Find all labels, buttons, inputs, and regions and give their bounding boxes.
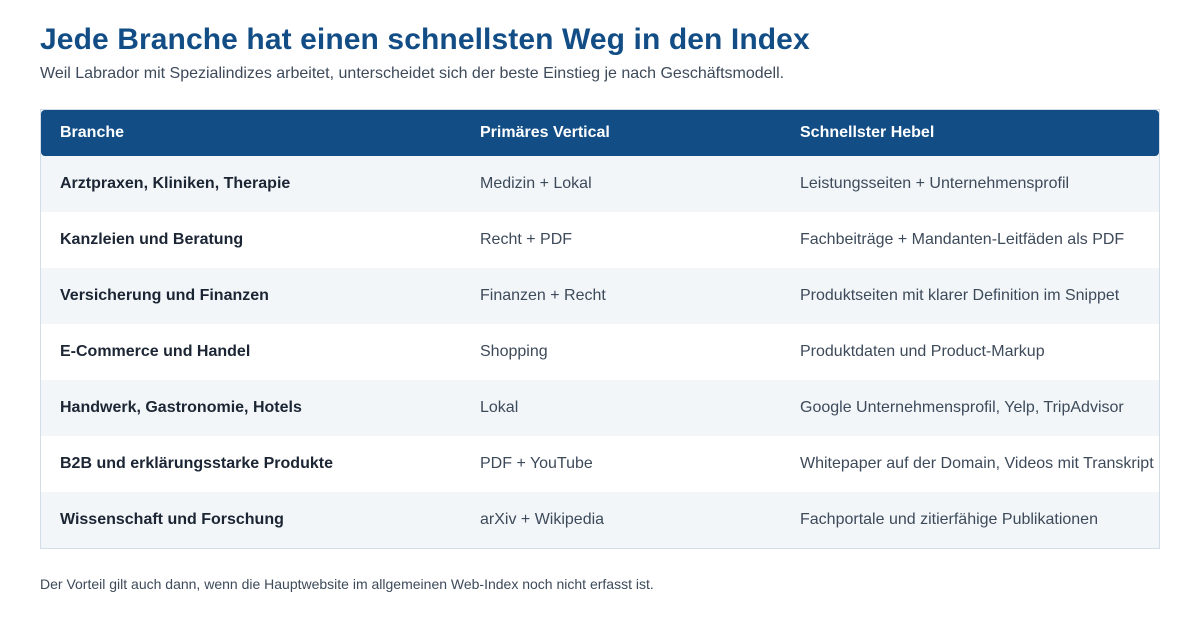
cell-branche: Versicherung und Finanzen (60, 287, 269, 304)
cell-vertical: arXiv + Wikipedia (480, 511, 605, 528)
cell-branche: Wissenschaft und Forschung (60, 511, 284, 528)
cell-vertical: Lokal (480, 399, 519, 416)
table-row: Versicherung und Finanzen Finanzen + Rec… (41, 268, 1159, 324)
table-row: Handwerk, Gastronomie, Hotels Lokal Goog… (41, 380, 1159, 436)
cell-hebel: Produktseiten mit klarer Definition im S… (800, 287, 1120, 304)
cell-branche: Kanzleien und Beratung (60, 231, 244, 248)
table-row: B2B und erklärungsstarke Produkte PDF + … (41, 436, 1159, 492)
industry-table: Branche Primäres Vertical Schnellster He… (40, 109, 1160, 549)
cell-hebel: Fachbeiträge + Mandanten-Leitfäden als P… (800, 231, 1125, 248)
table-row: Wissenschaft und Forschung arXiv + Wikip… (41, 492, 1159, 548)
cell-hebel: Fachportale und zitierfähige Publikation… (800, 511, 1098, 528)
cell-hebel: Google Unternehmensprofil, Yelp, TripAdv… (800, 399, 1124, 416)
column-header-vertical: Primäres Vertical (480, 124, 610, 141)
cell-branche: E-Commerce und Handel (60, 343, 251, 360)
cell-hebel: Leistungsseiten + Unternehmensprofil (800, 175, 1070, 192)
cell-branche: B2B und erklärungsstarke Produkte (60, 455, 333, 472)
cell-vertical: Finanzen + Recht (480, 287, 606, 304)
cell-branche: Handwerk, Gastronomie, Hotels (60, 399, 302, 416)
table-header: Branche Primäres Vertical Schnellster He… (41, 110, 1159, 156)
column-header-branche: Branche (60, 124, 125, 141)
page-content: Jede Branche hat einen schnellsten Weg i… (40, 22, 1160, 549)
page-title: Jede Branche hat einen schnellsten Weg i… (40, 23, 810, 56)
page-subtitle: Weil Labrador mit Spezialindizes arbeite… (40, 65, 785, 82)
cell-vertical: Shopping (480, 343, 548, 360)
cell-hebel: Produktdaten und Product-Markup (800, 343, 1045, 360)
footnote: Der Vorteil gilt auch dann, wenn die Hau… (40, 576, 654, 592)
cell-vertical: PDF + YouTube (480, 455, 593, 472)
cell-vertical: Medizin + Lokal (480, 175, 592, 192)
table-row: E-Commerce und Handel Shopping Produktda… (41, 324, 1159, 380)
cell-vertical: Recht + PDF (480, 231, 573, 248)
table-row: Kanzleien und Beratung Recht + PDF Fachb… (41, 212, 1159, 268)
column-header-hebel: Schnellster Hebel (800, 124, 935, 141)
cell-branche: Arztpraxen, Kliniken, Therapie (60, 175, 291, 192)
table-row: Arztpraxen, Kliniken, Therapie Medizin +… (41, 156, 1159, 212)
cell-hebel: Whitepaper auf der Domain, Videos mit Tr… (800, 455, 1154, 472)
